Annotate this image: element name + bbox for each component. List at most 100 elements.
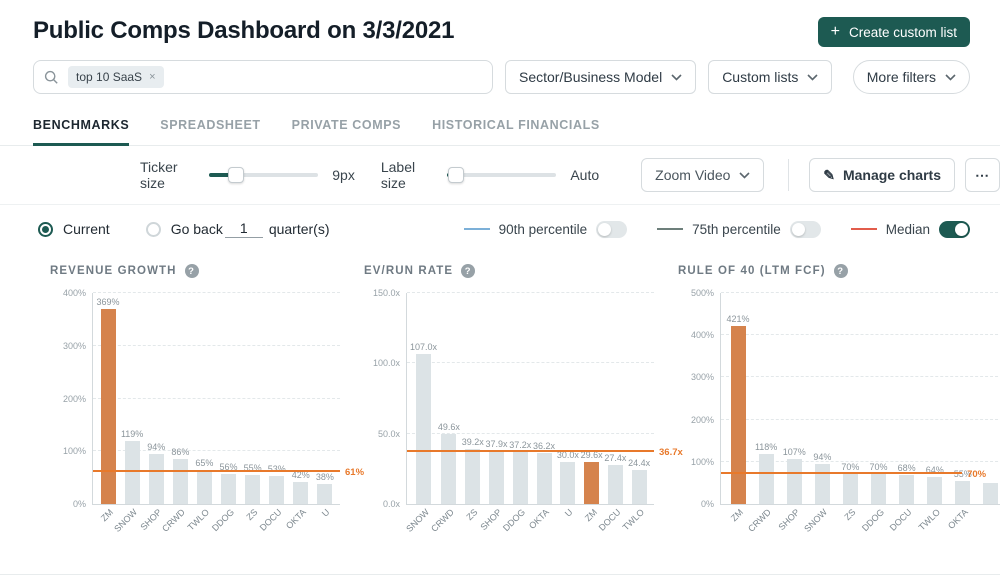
y-axis-tick: 0.0x bbox=[382, 499, 400, 509]
bar-TWLO[interactable] bbox=[927, 477, 943, 504]
bar-TWLO[interactable] bbox=[196, 469, 212, 504]
chevron-down-icon bbox=[671, 73, 682, 81]
bar-value-label: 55% bbox=[953, 468, 972, 479]
more-options-button[interactable]: ⋯ bbox=[965, 158, 1000, 192]
bar-ZM[interactable] bbox=[584, 462, 600, 504]
bar-TWLO[interactable] bbox=[631, 469, 647, 504]
bar-SHOP[interactable] bbox=[786, 458, 802, 504]
bar-DOCU[interactable] bbox=[607, 465, 623, 504]
bar-ZS[interactable] bbox=[245, 475, 261, 504]
chevron-down-icon bbox=[945, 73, 956, 81]
bar-SNOW[interactable] bbox=[814, 464, 830, 504]
bar-value-label: 119% bbox=[120, 429, 144, 440]
bar-DDOG[interactable] bbox=[871, 474, 887, 504]
ticker-size-slider[interactable] bbox=[208, 167, 319, 183]
bar-value-label: 53% bbox=[267, 464, 286, 475]
bar-SHOP[interactable] bbox=[488, 450, 504, 504]
vertical-divider bbox=[788, 159, 790, 191]
bar-CRWD[interactable] bbox=[172, 458, 188, 504]
remove-chip-icon[interactable]: × bbox=[149, 71, 156, 83]
y-axis-tick: 100% bbox=[690, 456, 714, 467]
bar-ZS[interactable] bbox=[842, 474, 858, 504]
bar-DDOG[interactable] bbox=[512, 451, 528, 504]
help-icon[interactable]: ? bbox=[833, 264, 848, 278]
bar-value-label: 94% bbox=[813, 452, 832, 463]
bar-ZS[interactable] bbox=[465, 448, 481, 504]
sector-business-model-dropdown[interactable]: Sector/Business Model bbox=[505, 60, 697, 94]
bar-value-label: 38% bbox=[315, 471, 334, 482]
label-size-slider[interactable] bbox=[447, 167, 557, 183]
tab-benchmarks[interactable]: BENCHMARKS bbox=[33, 118, 130, 146]
more-filters-button[interactable]: More filters bbox=[852, 60, 970, 94]
tab-spreadsheet[interactable]: SPREADSHEET bbox=[160, 118, 261, 132]
ticker-label: OKTA bbox=[945, 507, 970, 531]
legend-90th-percentile: 90th percentile bbox=[463, 220, 628, 238]
bar-value-label: 70% bbox=[841, 462, 860, 473]
ticker-label: TWLO bbox=[620, 507, 647, 533]
tab-private-comps[interactable]: PRIVATE COMPS bbox=[291, 118, 402, 132]
bar-DOCU[interactable] bbox=[899, 475, 915, 504]
quarters-input[interactable] bbox=[224, 220, 263, 238]
bar-OKTA[interactable] bbox=[293, 481, 309, 504]
ticker-label: CRWD bbox=[746, 507, 774, 534]
ticker-label: DOCU bbox=[596, 507, 623, 533]
search-box[interactable]: top 10 SaaS × bbox=[33, 60, 493, 94]
bar-U[interactable] bbox=[560, 461, 576, 504]
manage-charts-button[interactable]: ✎ Manage charts bbox=[809, 158, 955, 192]
create-custom-list-button[interactable]: + Create custom list bbox=[817, 17, 970, 47]
bar-value-label: 39.2x bbox=[461, 436, 484, 447]
zoom-video-dropdown[interactable]: Zoom Video bbox=[641, 158, 765, 192]
plot-area: 0% 100% 200% 300% 400% 369% ZM 119% SNOW 94% SHOP 8… bbox=[63, 288, 364, 534]
bar-cell: 107.0x SNOW bbox=[404, 293, 437, 534]
bar-ZM[interactable] bbox=[730, 326, 746, 504]
bar-cell: 119% SNOW bbox=[112, 293, 144, 534]
bar-cell: 55% OKTA bbox=[946, 293, 977, 531]
ticker-label: ZM bbox=[98, 507, 116, 524]
ticker-label: DDOG bbox=[209, 507, 236, 534]
tab-bar: BENCHMARKS SPREADSHEET PRIVATE COMPS HIS… bbox=[0, 118, 1000, 146]
current-radio[interactable] bbox=[38, 221, 53, 237]
search-filter-chip[interactable]: top 10 SaaS × bbox=[68, 66, 164, 88]
gridline bbox=[721, 418, 1000, 420]
help-icon[interactable]: ? bbox=[461, 264, 476, 278]
p75-toggle[interactable] bbox=[789, 220, 821, 238]
chart-controls-row: Ticker size 9px Label size Auto Zoom Vid… bbox=[0, 146, 1000, 205]
bar-U[interactable] bbox=[317, 483, 333, 504]
gridline bbox=[407, 362, 654, 364]
bar-CRWD[interactable] bbox=[441, 434, 457, 504]
bar-cell: 64% TWLO bbox=[916, 293, 949, 532]
gridline bbox=[93, 344, 340, 346]
median-toggle[interactable] bbox=[939, 220, 970, 238]
bar-CRWD[interactable] bbox=[758, 454, 774, 504]
bar-partial[interactable] bbox=[983, 482, 999, 504]
p90-toggle[interactable] bbox=[596, 220, 628, 238]
bar-DOCU[interactable] bbox=[269, 476, 285, 504]
bar-ZM[interactable] bbox=[100, 309, 116, 504]
bar-SNOW[interactable] bbox=[124, 441, 140, 504]
custom-lists-dropdown[interactable]: Custom lists bbox=[708, 60, 833, 94]
more-filters-label: More filters bbox=[866, 69, 936, 85]
bar-value-label: 49.6x bbox=[437, 422, 460, 433]
chevron-down-icon bbox=[739, 171, 750, 179]
bar-OKTA[interactable] bbox=[536, 453, 552, 504]
bar-OKTA[interactable] bbox=[955, 480, 971, 504]
ticker-size-label: Ticker size bbox=[140, 159, 178, 191]
bar-cell: 39.2x ZS bbox=[461, 293, 485, 522]
y-axis-tick: 0% bbox=[700, 499, 714, 509]
search-input[interactable] bbox=[172, 69, 482, 85]
ticker-label: ZM bbox=[728, 507, 746, 524]
bar-value-label: 42% bbox=[291, 469, 310, 480]
gridline bbox=[721, 292, 1000, 293]
bar-value-label: 94% bbox=[147, 442, 166, 453]
y-axis-tick: 50.0x bbox=[377, 428, 400, 439]
bar-SHOP[interactable] bbox=[148, 454, 164, 504]
y-axis-tick: 400% bbox=[62, 288, 86, 298]
bar-cell: 55% ZS bbox=[241, 293, 265, 522]
bar-DDOG[interactable] bbox=[221, 474, 237, 504]
period-legend-row: Current Go back quarter(s) 90th percenti… bbox=[38, 220, 970, 238]
go-back-radio[interactable] bbox=[145, 221, 161, 237]
help-icon[interactable]: ? bbox=[184, 264, 199, 278]
bar-SNOW[interactable] bbox=[416, 353, 432, 504]
tab-historical-financials[interactable]: HISTORICAL FINANCIALS bbox=[432, 118, 600, 132]
y-axis-tick: 500% bbox=[690, 288, 714, 298]
